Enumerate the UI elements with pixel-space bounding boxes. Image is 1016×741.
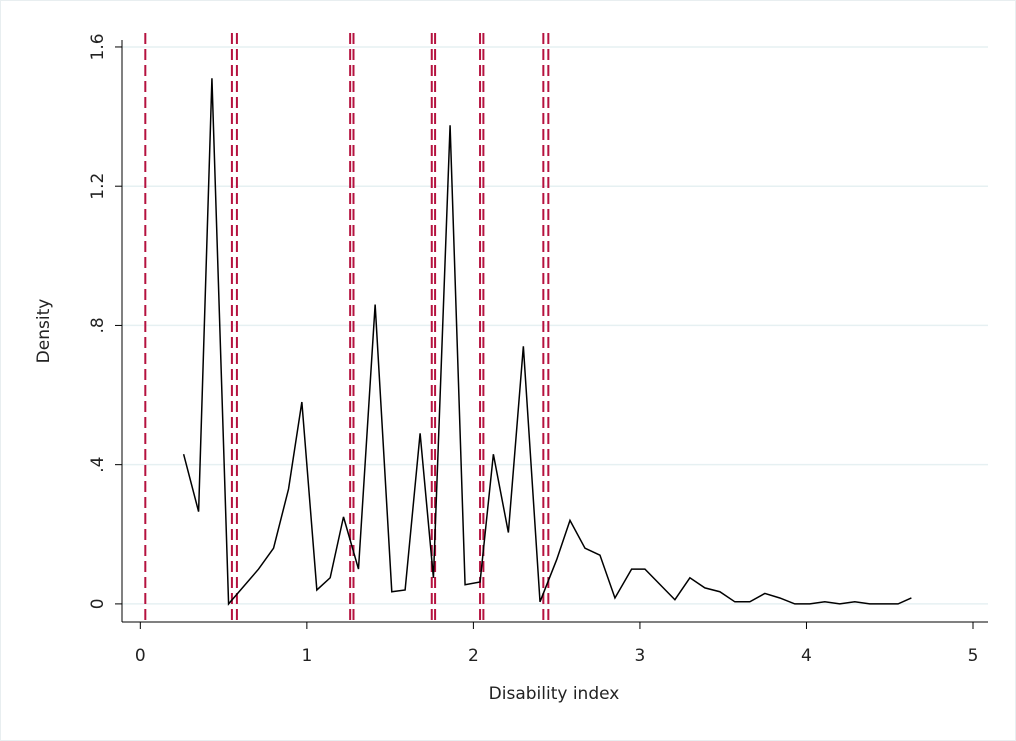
x-tick-label: 3 — [635, 646, 646, 666]
density-line — [182, 78, 912, 606]
y-tick-label: 1.2 — [88, 173, 108, 200]
y-tick-label: .4 — [88, 457, 108, 473]
x-tick-label: 2 — [468, 646, 479, 666]
y-tick-label: 0 — [88, 598, 108, 609]
y-tick-label: 1.6 — [88, 33, 108, 60]
y-tick-label: .8 — [88, 317, 108, 333]
x-tick-label: 5 — [968, 646, 979, 666]
x-tick-label: 1 — [301, 646, 312, 666]
y-axis-title: Density — [34, 299, 54, 364]
x-axis-title: Disability index — [489, 684, 620, 704]
x-tick-label: 0 — [135, 646, 146, 666]
x-tick-label: 4 — [801, 646, 812, 666]
